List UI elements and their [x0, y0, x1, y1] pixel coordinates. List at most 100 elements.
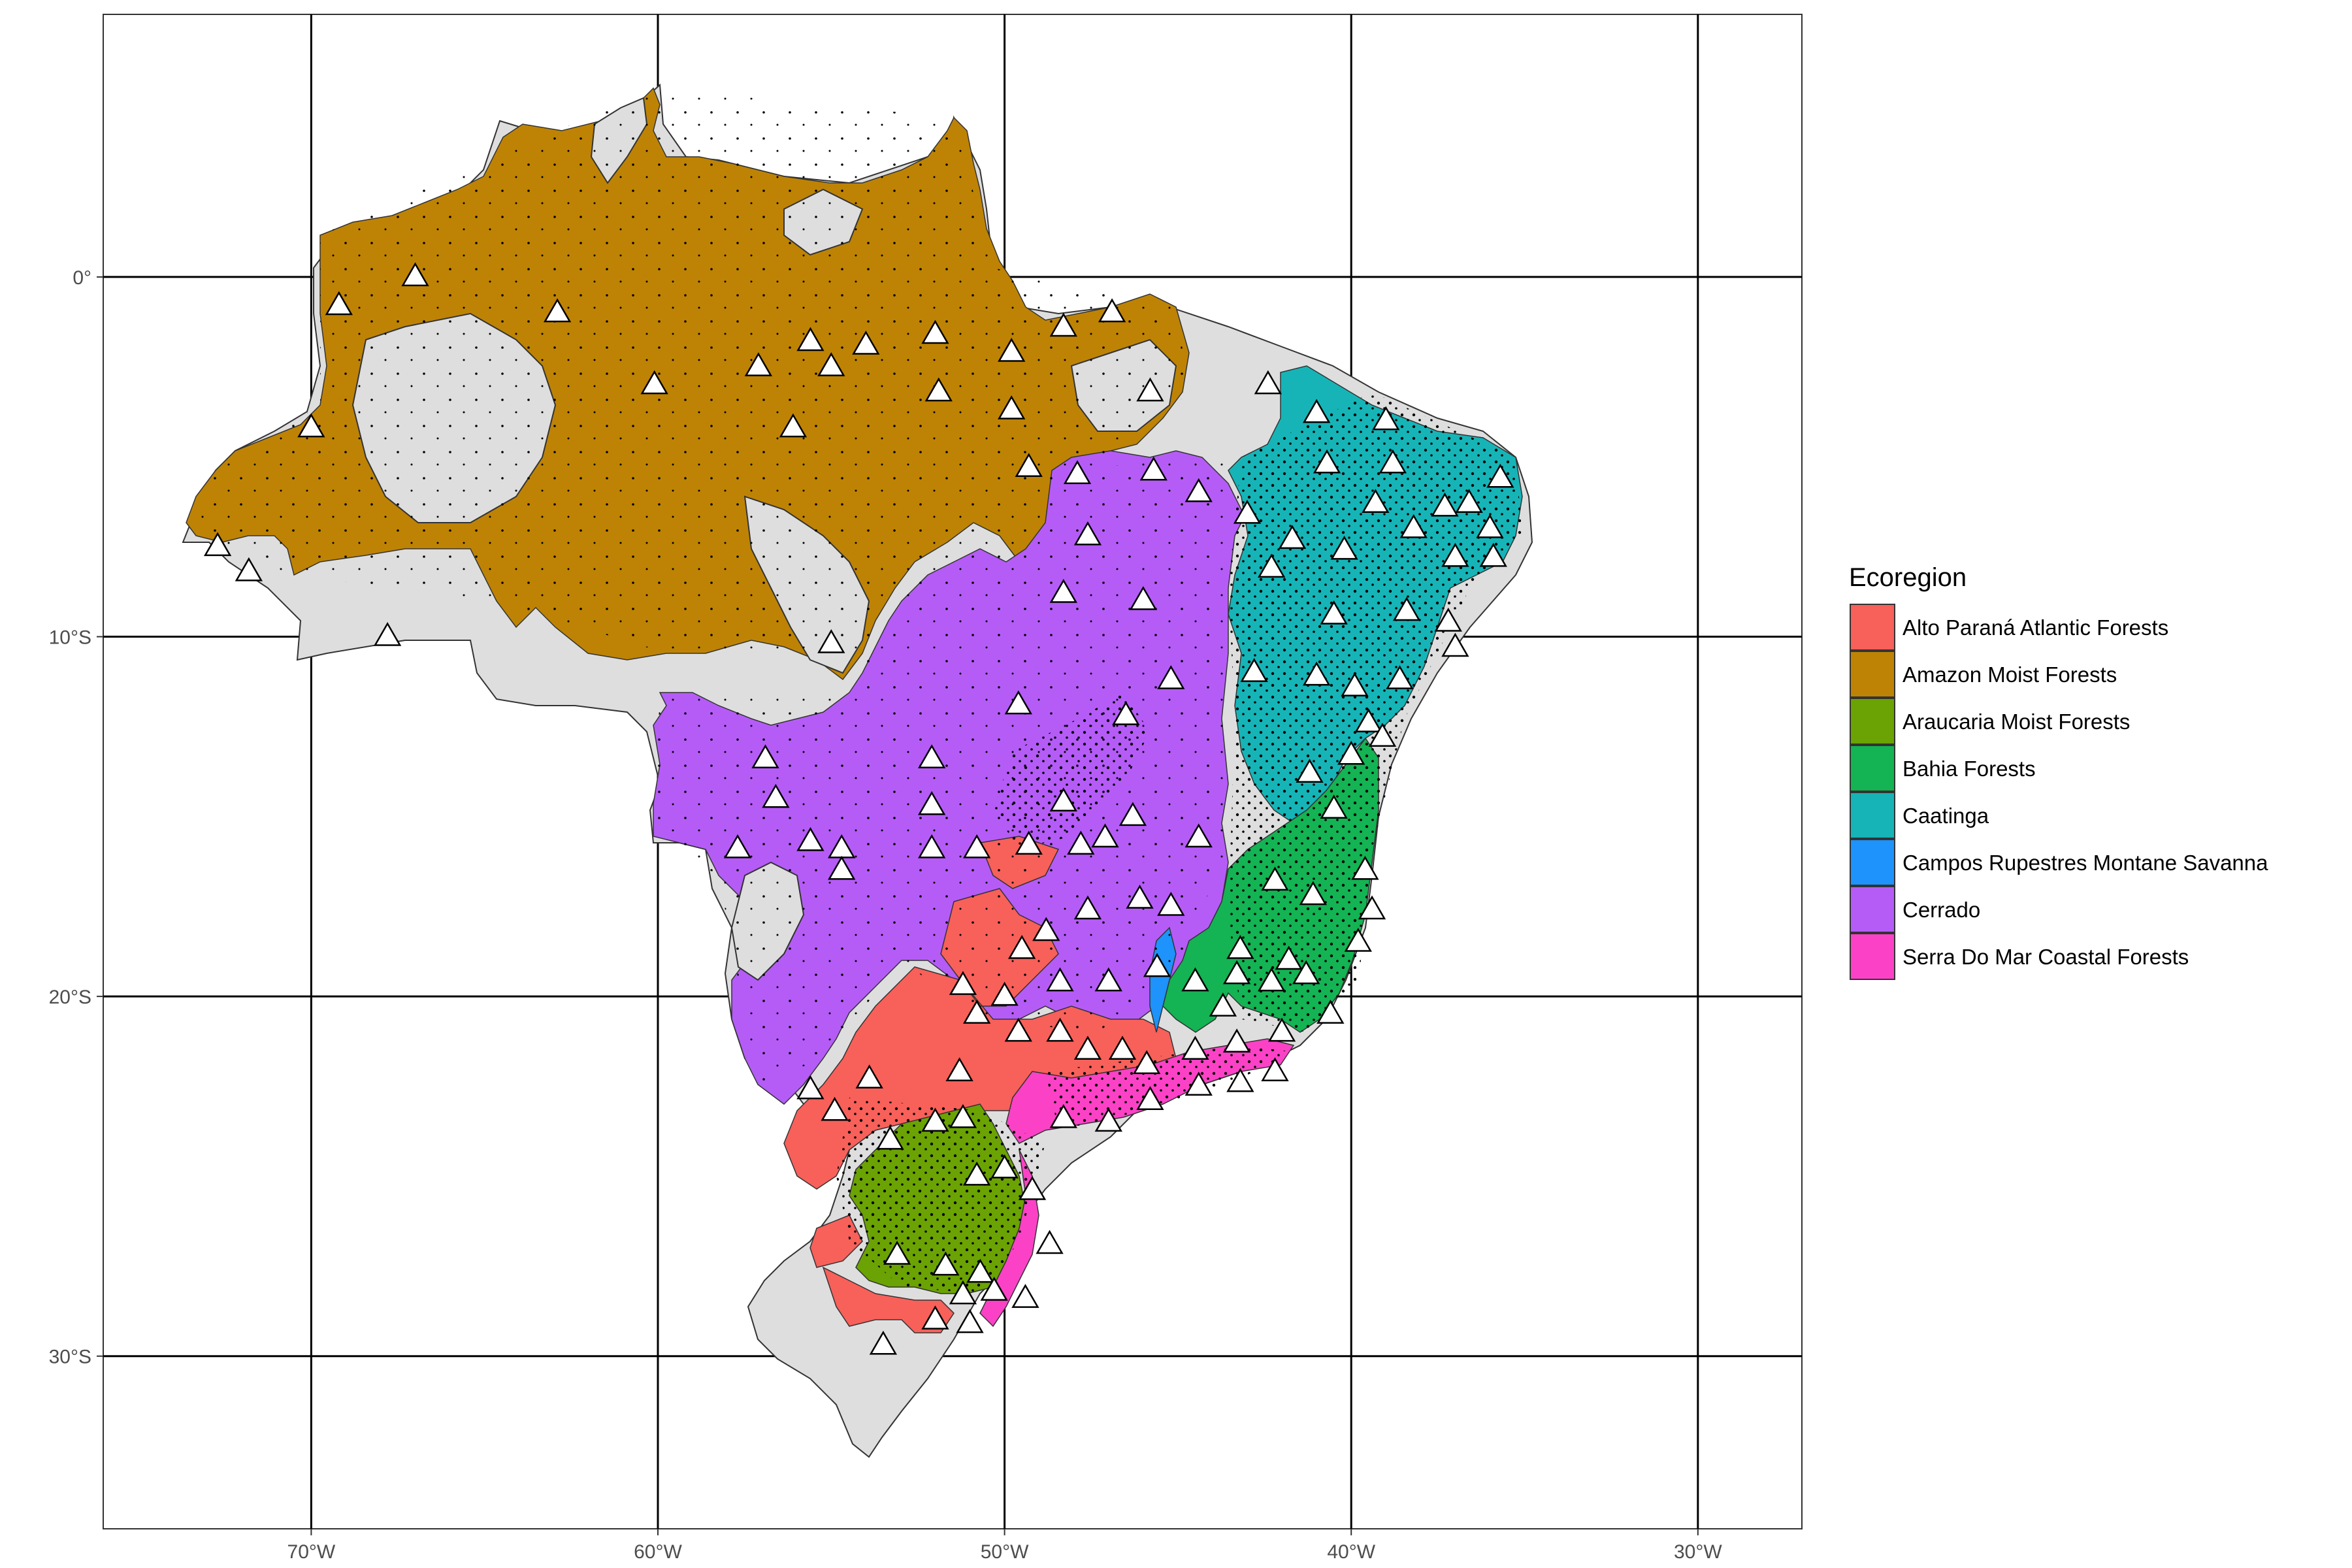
site-triangle [966, 1258, 994, 1283]
site-triangle [1302, 661, 1331, 686]
site-triangle [1226, 1068, 1254, 1092]
site-triangle [1112, 701, 1140, 725]
site-triangle [1222, 960, 1251, 985]
site-triangle [998, 338, 1026, 362]
site-triangle [998, 395, 1026, 419]
site-triangle [1184, 1071, 1213, 1096]
site-triangle [1063, 460, 1092, 485]
site-triangle [1181, 1036, 1209, 1060]
legend-title: Ecoregion [1849, 563, 1967, 592]
site-triangle [1209, 992, 1237, 1017]
site-triangle [1441, 542, 1469, 567]
site-triangle [1094, 1107, 1122, 1132]
site-triangle [828, 855, 856, 880]
site-triangle [962, 1000, 991, 1024]
site-triangle [1046, 1017, 1074, 1042]
site-triangle [1362, 489, 1390, 514]
site-triangle [1157, 891, 1185, 916]
legend: Ecoregion Alto Paraná Atlantic Forests Am… [1849, 563, 2268, 980]
site-triangle [1434, 607, 1462, 632]
site-triangle [796, 1075, 825, 1100]
site-triangle [640, 370, 668, 395]
site-triangle [876, 1125, 904, 1150]
site-triangle [921, 319, 949, 344]
site-triangle [1330, 535, 1358, 560]
site-triangle [1011, 1284, 1039, 1308]
site-triangle [917, 834, 946, 858]
site-triangle [1007, 935, 1036, 959]
site-triangle [1441, 632, 1469, 657]
y-axis-ticks: 0° 10°S 20°S 30°S [49, 267, 103, 1368]
x-tick-label: 30°W [1674, 1541, 1722, 1563]
site-triangle [1067, 830, 1095, 855]
site-triangle [751, 744, 779, 768]
site-triangle [1073, 1036, 1102, 1060]
site-triangle [1233, 499, 1262, 524]
site-triangle [1486, 463, 1514, 488]
site-triangle [869, 1330, 898, 1355]
site-triangle [203, 532, 232, 557]
site-triangle [1073, 895, 1102, 920]
site-triangle [1386, 665, 1414, 689]
site-triangle [325, 291, 353, 316]
site-triangle [1049, 312, 1077, 337]
site-triangle [990, 981, 1019, 1006]
site-triangle [1302, 399, 1331, 423]
site-triangle [401, 262, 429, 287]
site-triangle [1184, 478, 1213, 502]
site-triangle [1316, 1000, 1345, 1024]
site-triangle [1015, 453, 1043, 477]
site-triangle [1049, 1103, 1077, 1128]
legend-label: Bahia Forests [1903, 757, 2036, 781]
site-triangle [1320, 600, 1348, 625]
site-triangle [744, 352, 773, 376]
legend-label: Serra Do Mar Coastal Forests [1903, 945, 2189, 969]
site-triangle [817, 352, 845, 376]
legend-swatch [1850, 933, 1895, 980]
legend-swatch [1850, 839, 1895, 886]
site-triangle [956, 1309, 984, 1333]
site-triangle [924, 377, 953, 402]
legend-label: Campos Rupestres Montane Savanna [1903, 851, 2268, 875]
legend-items: Alto Paraná Atlantic Forests Amazon Moist… [1850, 604, 2268, 980]
site-triangle [1299, 881, 1328, 906]
site-triangle [1073, 521, 1102, 546]
y-tick-label: 20°S [49, 987, 91, 1008]
x-tick-label: 40°W [1327, 1541, 1375, 1563]
site-triangle [723, 834, 752, 858]
site-triangle [1341, 672, 1369, 696]
site-triangle [1049, 787, 1077, 812]
site-triangle [1184, 823, 1213, 848]
x-axis-ticks: 70°W 60°W 50°W 40°W 30°W [287, 1529, 1722, 1563]
site-triangle [1358, 895, 1386, 920]
site-triangle [949, 971, 977, 995]
site-triangle [1267, 1017, 1296, 1042]
site-triangle [1132, 1050, 1161, 1074]
site-triangle [1143, 953, 1171, 977]
legend-swatch [1850, 651, 1895, 698]
site-triangle [949, 1280, 977, 1305]
site-triangle [1254, 370, 1282, 395]
site-triangle [1181, 967, 1209, 992]
legend-swatch [1850, 604, 1895, 651]
legend-swatch [1850, 745, 1895, 792]
site-triangle [1222, 1028, 1251, 1053]
y-tick-label: 0° [73, 267, 91, 289]
site-triangle [962, 1161, 991, 1186]
x-tick-label: 70°W [287, 1541, 336, 1563]
site-triangle [1313, 449, 1341, 474]
site-triangle [1036, 1230, 1064, 1254]
site-triangle [945, 1057, 973, 1081]
site-triangle [1296, 759, 1324, 783]
site-triangle [1049, 578, 1077, 603]
site-triangle [373, 622, 402, 646]
site-triangle [1129, 585, 1158, 610]
site-triangle [932, 1251, 960, 1276]
site-triangle [779, 413, 808, 438]
site-triangle [1261, 1057, 1289, 1081]
site-triangle [817, 629, 845, 653]
y-tick-label: 10°S [49, 627, 91, 649]
site-triangle [1399, 514, 1428, 538]
site-triangle [1139, 456, 1168, 481]
legend-label: Caatinga [1903, 804, 1989, 828]
